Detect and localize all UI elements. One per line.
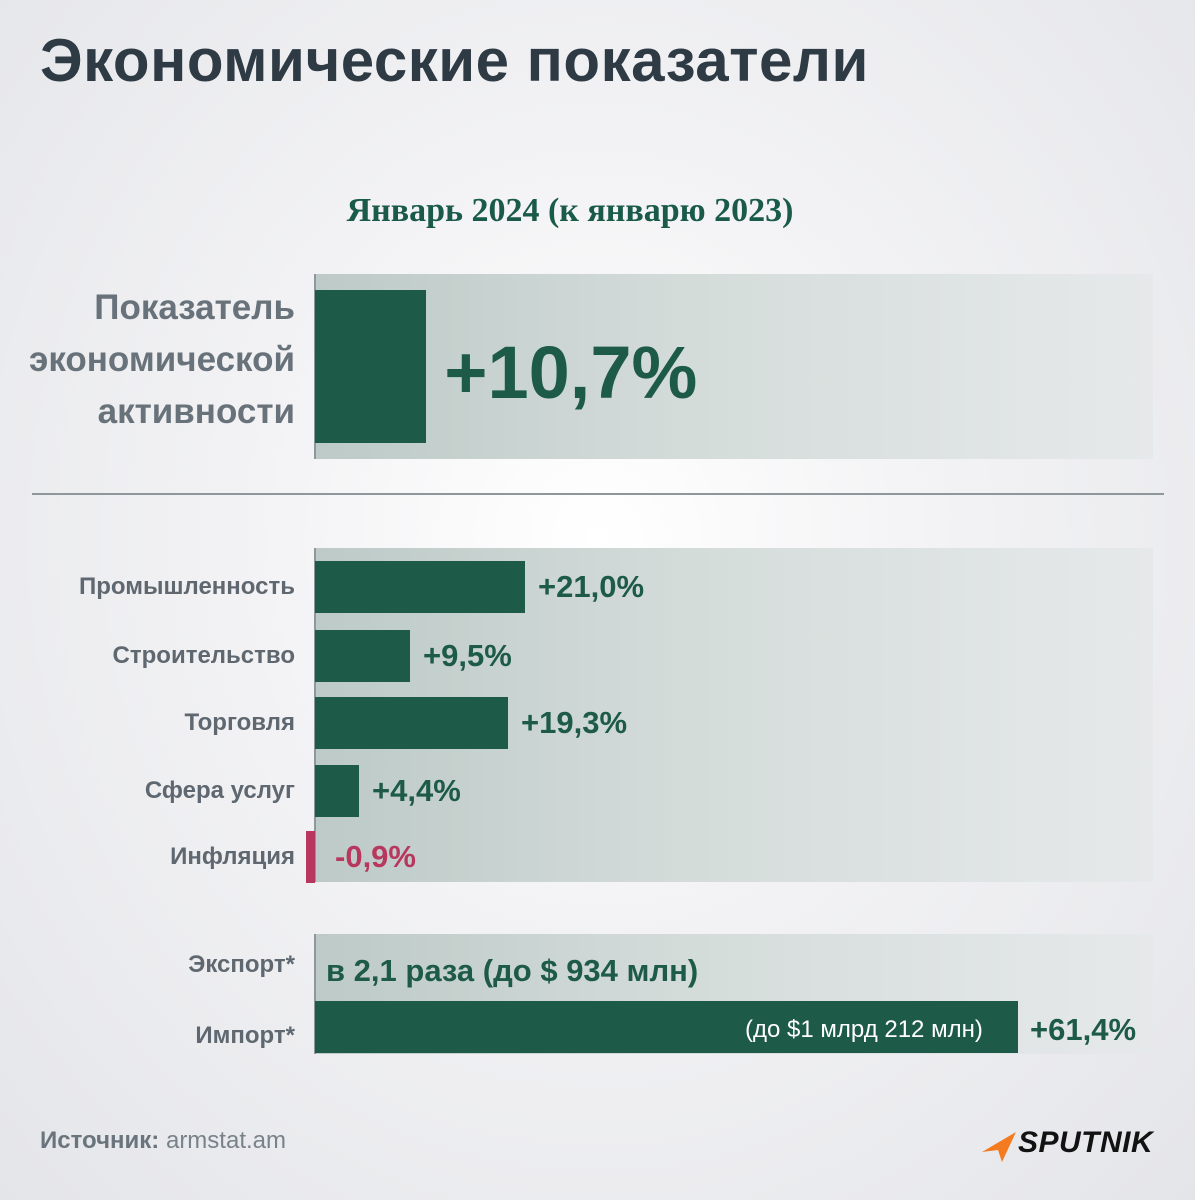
category-label: Сфера услуг [144, 777, 295, 804]
trade-axis [314, 934, 316, 1054]
section-divider [32, 493, 1164, 495]
import-value: +61,4% [1030, 1012, 1137, 1047]
import-label: Импорт* [195, 1022, 295, 1049]
sputnik-logo: SPUTNIK [980, 1124, 1170, 1164]
headline-panel [315, 274, 1153, 459]
import-bar [315, 1001, 1019, 1053]
bar-3 [315, 765, 359, 817]
source-note: Источник: armstat.am [40, 1127, 286, 1155]
category-label: Строительство [112, 642, 295, 669]
source-text: armstat.am [165, 1127, 286, 1154]
chart-subtitle: Январь 2024 (к январю 2023) [346, 192, 794, 229]
headline-label-line: Показатель [94, 288, 295, 327]
headline-label: Показатель экономической активности [29, 282, 295, 438]
category-label: Торговля [184, 709, 296, 736]
bar-0 [315, 561, 525, 613]
data-label: -0,9% [335, 839, 416, 874]
export-label: Экспорт* [188, 951, 295, 978]
data-label: +21,0% [538, 569, 645, 604]
brand-name: SPUTNIK [1018, 1126, 1154, 1159]
data-label: +9,5% [423, 638, 512, 673]
data-label: +19,3% [521, 705, 628, 740]
import-note: (до $1 млрд 212 млн) [745, 1016, 983, 1043]
bar-4 [306, 831, 315, 883]
data-label: +4,4% [372, 773, 461, 808]
headline-label-line: экономической [29, 340, 295, 379]
headline-label-line: активности [97, 392, 295, 431]
bar-2 [315, 697, 508, 749]
category-label: Промышленность [79, 573, 295, 600]
headline-bar [315, 290, 427, 443]
sputnik-arrow-icon [982, 1132, 1016, 1162]
bar-1 [315, 630, 410, 682]
page-title: Экономические показатели [40, 27, 869, 94]
category-label: Инфляция [170, 843, 295, 870]
source-prefix: Источник: [40, 1127, 160, 1154]
export-value: в 2,1 раза (до $ 934 млн) [326, 953, 699, 988]
headline-value: +10,7% [444, 331, 698, 414]
